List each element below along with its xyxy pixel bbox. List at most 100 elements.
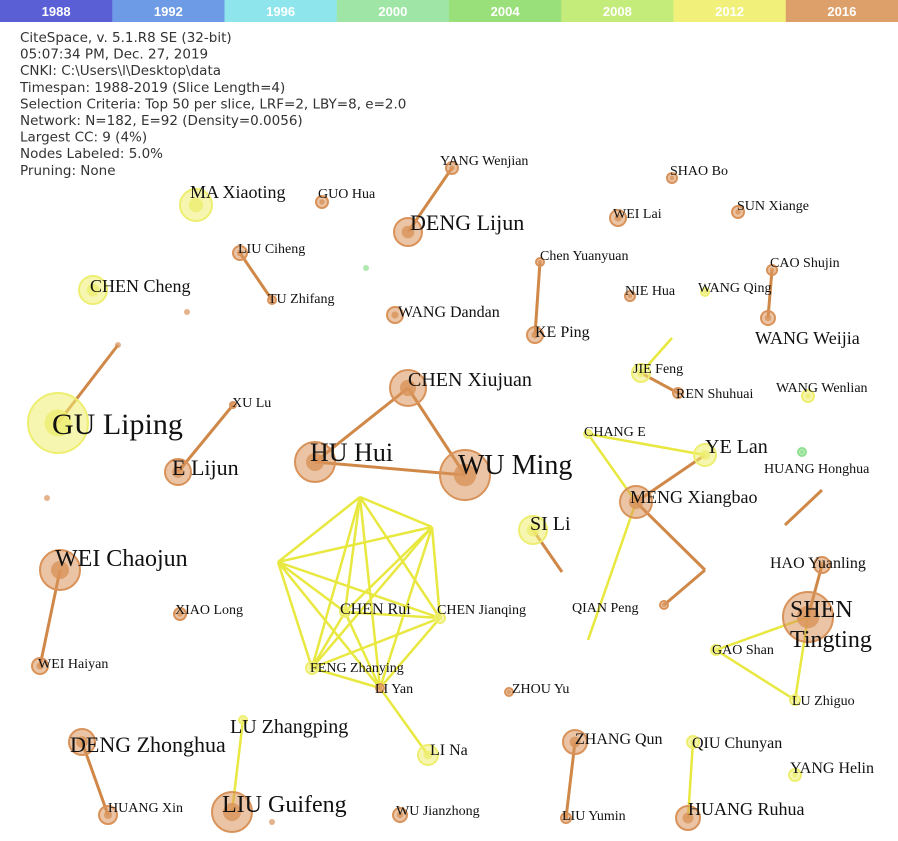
timeline-segment (785, 0, 898, 22)
node-label: CHEN Cheng (90, 276, 191, 296)
node-label: CHEN Jianqing (437, 603, 526, 618)
link (430, 526, 442, 619)
link (277, 560, 346, 614)
node-label: Chen Yuanyuan (540, 249, 629, 264)
timeline-segment (112, 0, 226, 22)
link (276, 561, 314, 669)
node-core (735, 209, 741, 215)
node-core (700, 450, 710, 460)
node-core (690, 739, 696, 745)
link (238, 252, 274, 301)
node-label: E Lijun (172, 455, 239, 480)
link (378, 526, 434, 689)
node-core (675, 390, 681, 396)
small-node (363, 265, 369, 271)
node-label: WANG Dandan (398, 304, 500, 321)
node-label: LU Zhangping (230, 716, 348, 738)
node-core (103, 810, 113, 820)
link (378, 687, 430, 756)
node-label: LI Yan (375, 682, 413, 697)
node-core (449, 165, 455, 171)
timeline-year: 2004 (491, 4, 521, 19)
node-core (569, 736, 581, 748)
node-label: WEI Chaojun (55, 546, 188, 572)
node-core (792, 697, 798, 703)
node-label: TU Zhifang (268, 292, 334, 307)
node-core (769, 267, 775, 273)
node-label: HUANG Honghua (764, 462, 870, 477)
node-core (662, 603, 666, 607)
node-core (764, 314, 772, 322)
node-label: SHEN (790, 597, 853, 623)
node-label: LI Na (430, 742, 468, 759)
info-line: Pruning: None (20, 163, 116, 179)
link (663, 568, 706, 607)
info-line: Network: N=182, E=92 (Density=0.0056) (20, 113, 303, 129)
timeline-segment (0, 0, 114, 22)
info-line: 05:07:34 PM, Dec. 27, 2019 (20, 47, 208, 63)
node-label: Tingting (790, 627, 872, 653)
node-label: WANG Weijia (755, 328, 860, 348)
info-line: Nodes Labeled: 5.0% (20, 146, 163, 162)
link (586, 501, 638, 641)
node-core (636, 368, 646, 378)
node-core (401, 225, 415, 239)
small-node (184, 309, 190, 315)
info-line: Largest CC: 9 (4%) (20, 130, 147, 146)
node-label: SUN Xiange (737, 199, 809, 214)
node-core (223, 803, 241, 821)
link (310, 496, 362, 669)
node-label: WU Jianzhong (396, 804, 480, 819)
node-core (44, 409, 72, 437)
node-core (342, 609, 348, 615)
node-core (796, 605, 820, 629)
node-label: CHANG E (584, 425, 646, 440)
timeline-year: 1992 (154, 4, 183, 19)
timeline-segment (449, 0, 563, 22)
link (344, 526, 433, 613)
timeline-year: 1988 (42, 4, 71, 19)
node-label: DENG Lijun (410, 210, 524, 235)
node-label: WU Ming (458, 450, 572, 481)
node-core (586, 432, 590, 436)
link (311, 526, 433, 669)
link (310, 611, 347, 669)
node-label: YANG Wenjian (440, 154, 528, 169)
node-label: CAO Shujin (770, 256, 840, 271)
node-core (241, 718, 245, 722)
link (715, 648, 796, 702)
small-node (44, 495, 50, 501)
node-label: JIE Feng (633, 362, 683, 377)
node-label: WEI Lai (613, 207, 662, 222)
node-core (399, 379, 417, 397)
node-label: REN Shuhuai (676, 387, 754, 402)
link (176, 404, 235, 473)
node-core (703, 290, 707, 294)
node-label: GU Liping (52, 408, 183, 441)
link (587, 432, 706, 457)
link (533, 261, 542, 336)
node-core (669, 175, 675, 181)
node-core (526, 523, 540, 537)
timeline-segment (336, 0, 450, 22)
node-core (792, 772, 798, 778)
node-label: QIAN Peng (572, 601, 639, 616)
node-core (36, 662, 44, 670)
node-core (437, 615, 443, 621)
node-core (270, 298, 274, 302)
node-core (423, 750, 433, 760)
node-label: SI Li (530, 513, 571, 535)
node-label: SHAO Bo (670, 164, 728, 179)
timeline-year: 2000 (378, 4, 407, 19)
node-core (177, 611, 183, 617)
node-core (682, 812, 694, 824)
info-line: CiteSpace, v. 5.1.R8 SE (32-bit) (20, 30, 232, 46)
link (358, 496, 382, 689)
link (343, 496, 362, 613)
node-core (231, 403, 235, 407)
info-line: Timespan: 1988-2019 (Slice Length=4) (19, 80, 285, 96)
link (277, 561, 381, 689)
node-label: CHEN Rui (340, 601, 411, 618)
node-label: MENG Xiangbao (630, 487, 757, 507)
timeline-segment (561, 0, 675, 22)
